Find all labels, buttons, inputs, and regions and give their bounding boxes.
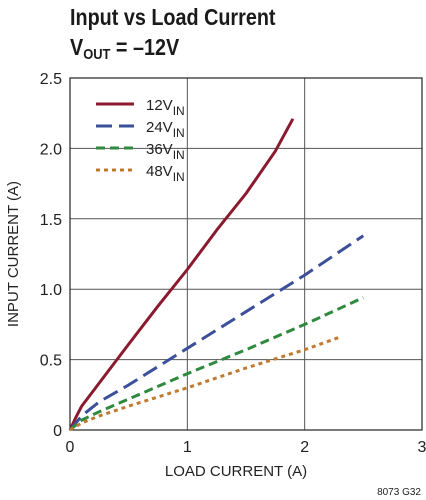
legend-label-sub-2: IN <box>173 148 185 162</box>
y-axis-title: INPUT CURRENT (A) <box>5 181 22 327</box>
legend-label-0: 12VIN <box>146 97 185 118</box>
legend-label-main-0: 12V <box>146 97 173 114</box>
plot-frame <box>69 77 423 431</box>
series-line-48v <box>69 335 341 432</box>
chart-subtitle: VOUT = –12V <box>70 34 179 63</box>
y-tick-label-4: 2.0 <box>40 141 62 158</box>
legend-label-main-2: 36V <box>146 141 173 158</box>
x-tick-label-2: 2 <box>300 439 309 456</box>
x-tick-label-3: 3 <box>418 439 426 456</box>
y-tick-label-3: 1.5 <box>40 212 62 229</box>
legend-label-sub-0: IN <box>173 104 185 118</box>
legend-label-main-1: 24V <box>146 119 173 136</box>
legend-label-sub-3: IN <box>173 170 185 184</box>
y-tick-label-0: 0 <box>53 423 62 440</box>
subtitle-value: = –12V <box>110 34 180 60</box>
legend-label-1: 24VIN <box>146 119 185 140</box>
legend-label-2: 36VIN <box>146 141 185 162</box>
subtitle-v: V <box>70 34 84 60</box>
legend-label-3: 48VIN <box>146 163 185 184</box>
y-tick-label-2: 1.0 <box>40 282 62 299</box>
legend-label-main-3: 48V <box>146 163 173 180</box>
x-axis-title: LOAD CURRENT (A) <box>165 463 307 480</box>
y-tick-label-1: 0.5 <box>40 353 62 370</box>
figure-id: 8073 G32 <box>377 487 421 498</box>
x-tick-label-0: 0 <box>66 439 75 456</box>
series-line-36v <box>69 296 364 432</box>
chart-title: Input vs Load Current <box>70 4 276 30</box>
series-line-24v <box>68 234 365 431</box>
legend-label-sub-1: IN <box>173 126 185 140</box>
subtitle-sub: OUT <box>83 46 111 63</box>
series-line-12v <box>68 118 295 431</box>
y-tick-label-5: 2.5 <box>40 71 62 88</box>
x-tick-label-1: 1 <box>183 439 192 456</box>
